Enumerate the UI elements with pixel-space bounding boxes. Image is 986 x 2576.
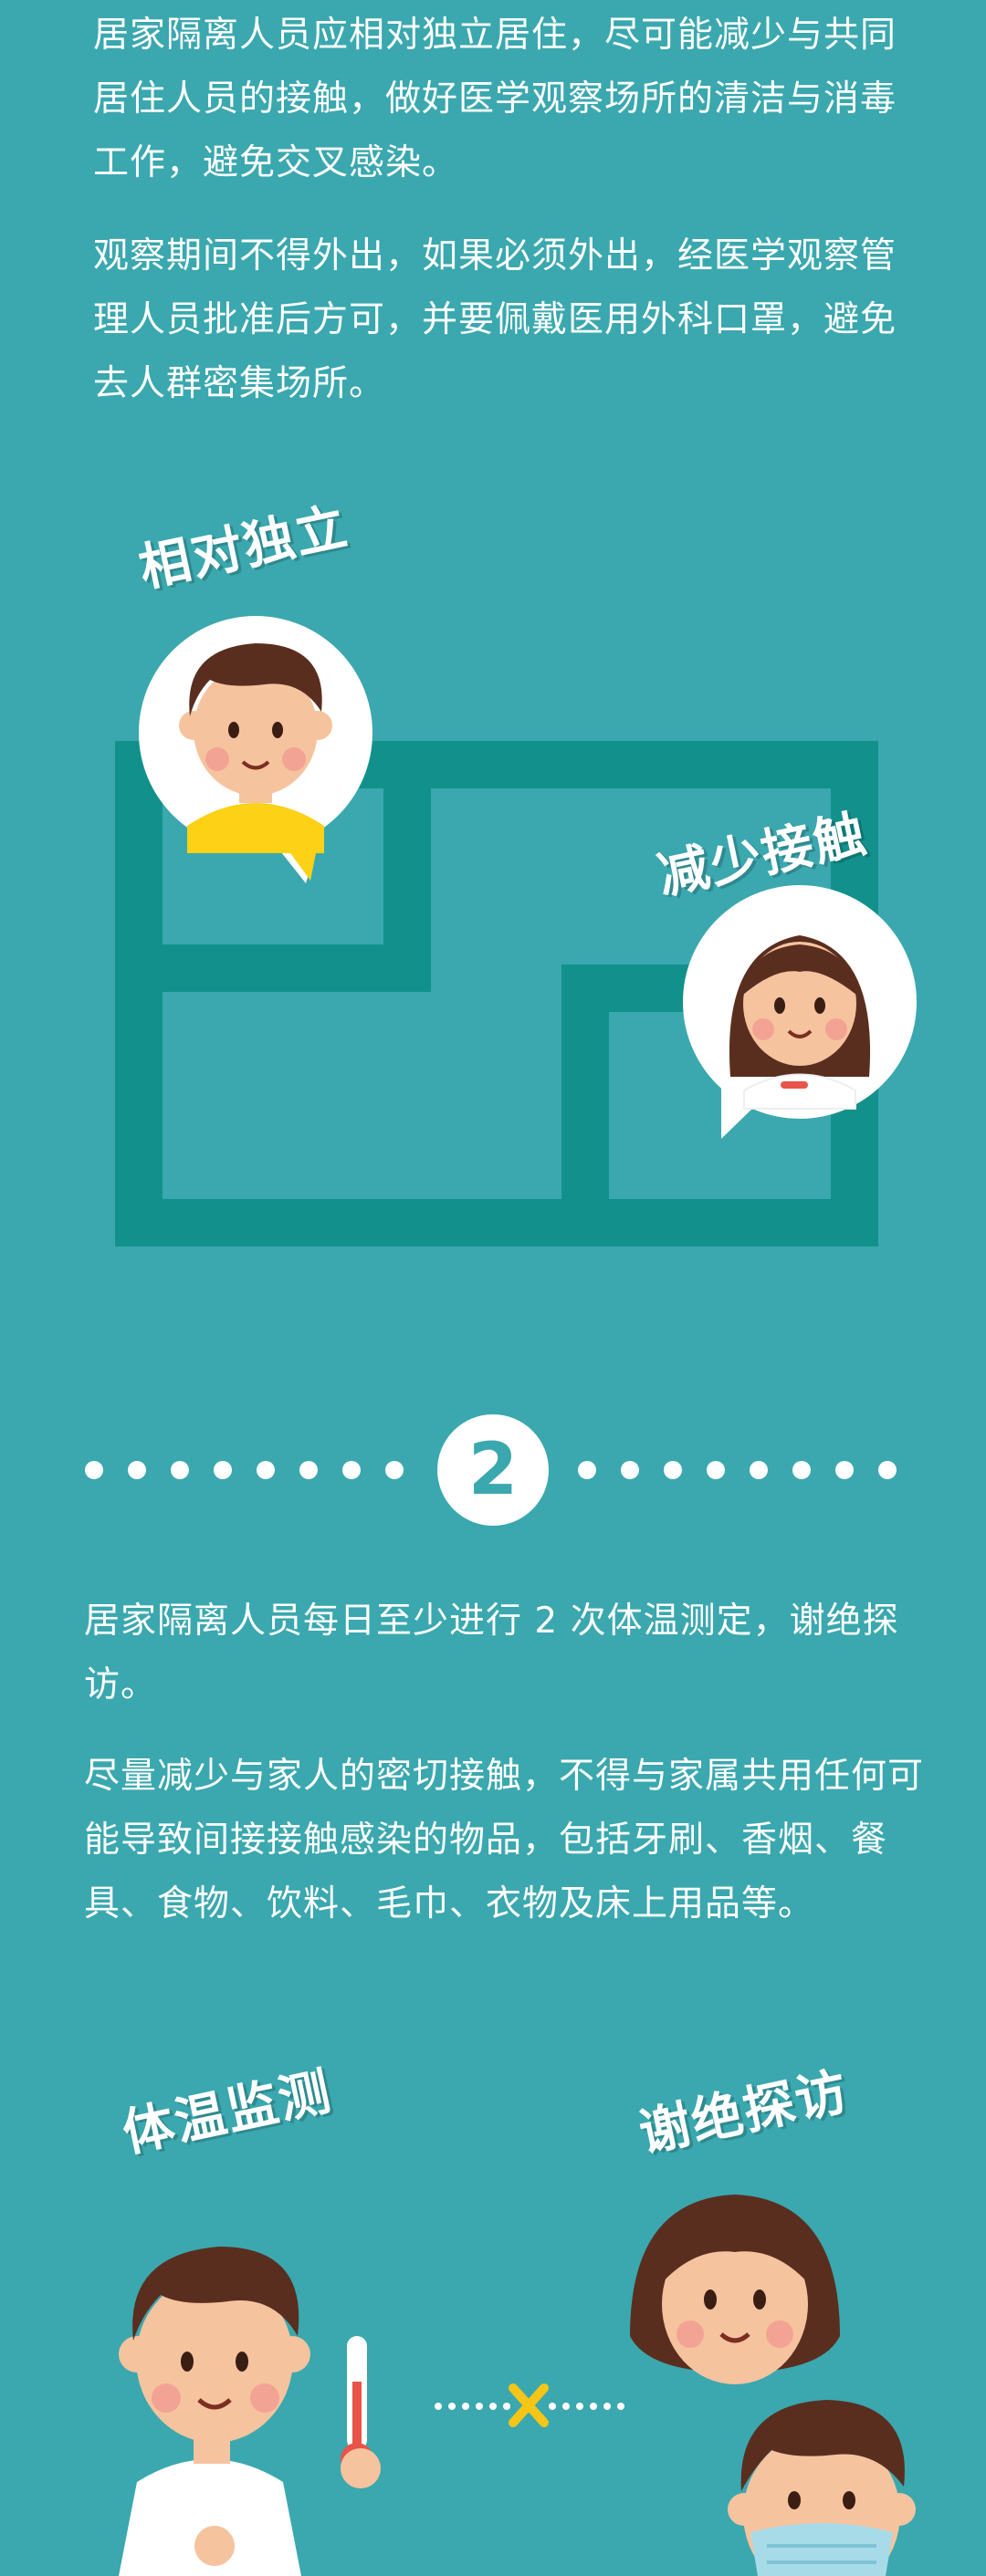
man-with-thermometer	[119, 2247, 381, 2576]
masked-man-head	[728, 2400, 916, 2576]
isolation-paragraph-1: 居家隔离人员应相对独立居住，尽可能减少与共同居住人员的接触，做好医学观察场所的清…	[93, 15, 897, 183]
no-contact-line	[435, 2383, 624, 2427]
girl-avatar-bubble	[683, 885, 917, 1139]
cross-icon	[509, 2383, 549, 2427]
woman-head	[630, 2195, 840, 2384]
boy-avatar-bubble	[139, 616, 372, 883]
divider-dots-right	[578, 1461, 897, 1479]
monitoring-paragraph-2: 尽量减少与家人的密切接触，不得与家属共用任何可能导致间接接触感染的物品，包括牙刷…	[84, 1756, 925, 1924]
divider-dots-left	[85, 1461, 404, 1479]
monitoring-paragraph-1: 居家隔离人员每日至少进行 2 次体温测定，谢绝探访。	[84, 1601, 899, 1705]
isolation-paragraph-2: 观察期间不得外出，如果必须外出，经医学观察管理人员批准后方可，并要佩戴医用外科口…	[93, 235, 897, 404]
independent-living-illustration	[115, 616, 917, 1246]
section-number-badge: 2	[437, 1414, 549, 1526]
section-divider	[85, 1461, 897, 1479]
